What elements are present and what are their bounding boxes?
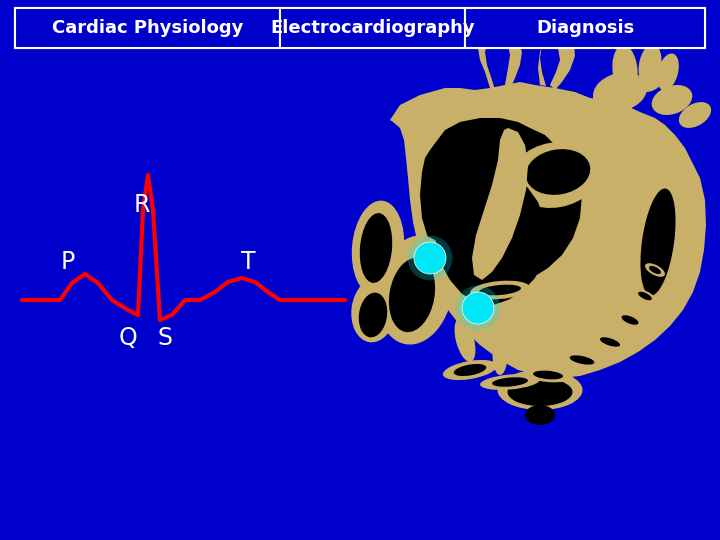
Circle shape bbox=[456, 286, 500, 330]
Polygon shape bbox=[420, 118, 582, 288]
Ellipse shape bbox=[570, 355, 594, 364]
Circle shape bbox=[408, 235, 452, 280]
Ellipse shape bbox=[679, 102, 711, 128]
Bar bbox=[280, 8, 465, 48]
Bar bbox=[15, 8, 280, 48]
Ellipse shape bbox=[351, 278, 397, 342]
Text: Diagnosis: Diagnosis bbox=[536, 19, 634, 37]
Ellipse shape bbox=[645, 263, 665, 277]
Ellipse shape bbox=[454, 364, 486, 376]
Ellipse shape bbox=[562, 291, 578, 319]
Text: S: S bbox=[158, 326, 173, 350]
Ellipse shape bbox=[479, 285, 521, 295]
Ellipse shape bbox=[510, 142, 600, 208]
Ellipse shape bbox=[641, 188, 675, 295]
Polygon shape bbox=[538, 32, 575, 90]
Ellipse shape bbox=[629, 176, 680, 305]
Ellipse shape bbox=[562, 352, 603, 368]
Ellipse shape bbox=[636, 72, 663, 92]
Polygon shape bbox=[390, 82, 706, 378]
Ellipse shape bbox=[600, 338, 620, 347]
Ellipse shape bbox=[652, 85, 693, 115]
Ellipse shape bbox=[505, 309, 515, 341]
Bar bbox=[15, 8, 705, 48]
Ellipse shape bbox=[593, 72, 647, 112]
Ellipse shape bbox=[616, 312, 644, 328]
Ellipse shape bbox=[657, 53, 679, 91]
Ellipse shape bbox=[480, 374, 540, 390]
Ellipse shape bbox=[470, 281, 530, 299]
Ellipse shape bbox=[533, 370, 563, 380]
Ellipse shape bbox=[546, 308, 564, 342]
Ellipse shape bbox=[498, 370, 582, 410]
Text: Electrocardiography: Electrocardiography bbox=[270, 19, 474, 37]
Ellipse shape bbox=[638, 292, 652, 300]
Ellipse shape bbox=[508, 378, 572, 406]
Ellipse shape bbox=[621, 315, 639, 325]
Ellipse shape bbox=[360, 213, 392, 283]
Ellipse shape bbox=[389, 258, 435, 332]
Ellipse shape bbox=[612, 45, 638, 95]
Ellipse shape bbox=[482, 296, 495, 334]
Circle shape bbox=[462, 292, 494, 324]
Ellipse shape bbox=[523, 368, 573, 382]
Ellipse shape bbox=[525, 405, 555, 425]
Ellipse shape bbox=[377, 235, 453, 345]
Ellipse shape bbox=[526, 149, 590, 195]
Ellipse shape bbox=[352, 201, 404, 295]
Text: P: P bbox=[61, 250, 75, 274]
Ellipse shape bbox=[649, 266, 661, 274]
Ellipse shape bbox=[639, 44, 662, 86]
Ellipse shape bbox=[526, 301, 539, 335]
Polygon shape bbox=[435, 175, 547, 305]
Text: T: T bbox=[240, 250, 256, 274]
Ellipse shape bbox=[523, 325, 541, 366]
Ellipse shape bbox=[634, 289, 657, 303]
Ellipse shape bbox=[359, 293, 387, 338]
Ellipse shape bbox=[492, 377, 528, 387]
Text: Q: Q bbox=[119, 326, 138, 350]
Polygon shape bbox=[472, 128, 528, 280]
Text: R: R bbox=[134, 193, 150, 217]
Ellipse shape bbox=[443, 360, 497, 380]
Circle shape bbox=[414, 242, 446, 274]
Polygon shape bbox=[478, 30, 522, 90]
Ellipse shape bbox=[492, 335, 508, 375]
Ellipse shape bbox=[454, 318, 475, 362]
Bar bbox=[465, 8, 705, 48]
Text: Cardiac Physiology: Cardiac Physiology bbox=[52, 19, 243, 37]
Ellipse shape bbox=[593, 334, 626, 350]
